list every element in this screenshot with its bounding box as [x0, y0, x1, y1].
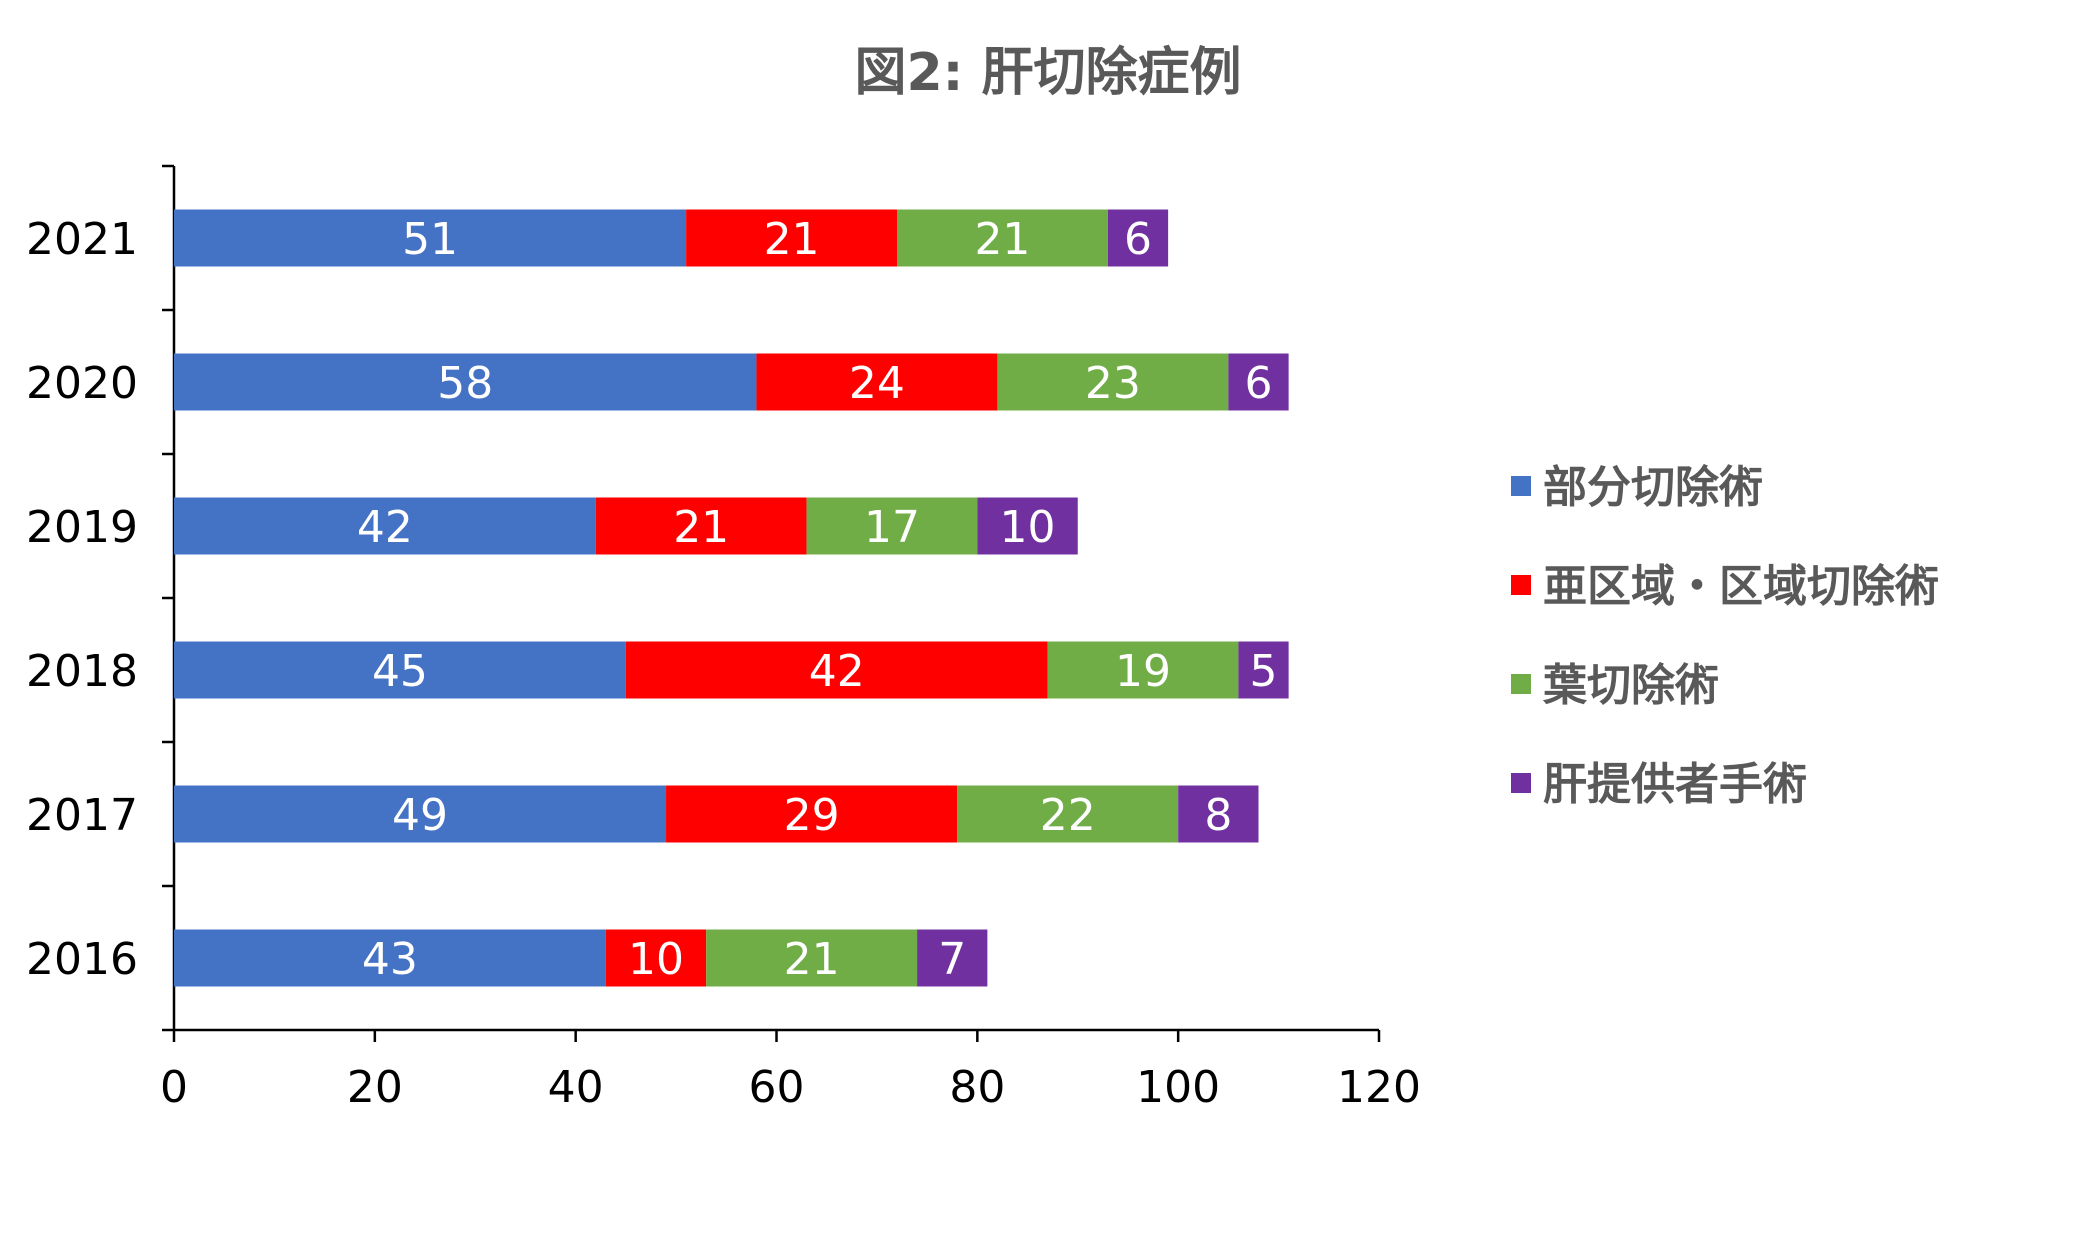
data-label: 29 [784, 790, 840, 841]
bars: 43 10 21 7 49 29 22 8 45 42 19 5 42 21 17 10 58 24 23 6 51 21… [174, 209, 1289, 987]
data-label: 21 [673, 502, 729, 553]
bar-segment [957, 785, 1179, 843]
bar-segment [806, 497, 978, 555]
data-label: 7 [938, 934, 966, 985]
data-label: 49 [392, 790, 448, 841]
bar-segment [605, 929, 707, 987]
bar-segment [174, 353, 757, 411]
legend-label: 亜区域・区域切除術 [1543, 561, 1939, 612]
bar-segment [977, 497, 1078, 555]
y-tick-label: 2020 [26, 358, 138, 409]
data-label: 43 [362, 934, 418, 985]
legend-swatch [1511, 773, 1531, 793]
data-label: 45 [372, 646, 428, 697]
bar-segment [1047, 641, 1239, 699]
x-tick-label: 100 [1136, 1062, 1220, 1113]
data-label: 10 [628, 934, 684, 985]
data-label: 10 [1000, 502, 1056, 553]
bar-segment [1238, 641, 1289, 699]
data-label: 58 [437, 358, 493, 409]
x-tick-label: 20 [347, 1062, 403, 1113]
x-tick-label: 80 [949, 1062, 1005, 1113]
legend-label: 部分切除術 [1543, 462, 1763, 513]
y-tick-label: 2021 [26, 214, 138, 265]
legend-swatch [1511, 476, 1531, 496]
bar-segment [595, 497, 807, 555]
bar-segment [174, 785, 667, 843]
data-label: 21 [974, 214, 1030, 265]
bar-segment [174, 497, 596, 555]
data-label: 21 [764, 214, 820, 265]
y-tick-label: 2018 [26, 646, 138, 697]
y-tick-label: 2017 [26, 790, 138, 841]
bar-segment [706, 929, 918, 987]
x-tick-label: 0 [160, 1062, 188, 1113]
data-label: 19 [1115, 646, 1171, 697]
bar-segment [625, 641, 1048, 699]
bar-segment [917, 929, 988, 987]
data-label: 51 [402, 214, 458, 265]
y-tick-label: 2019 [26, 502, 138, 553]
bar-segment [174, 641, 626, 699]
bar-segment [666, 785, 958, 843]
data-label: 42 [809, 646, 865, 697]
x-tick-label: 60 [749, 1062, 805, 1113]
bar-segment [756, 353, 998, 411]
data-label: 17 [864, 502, 920, 553]
bar-segment [897, 209, 1108, 267]
bar-segment [686, 209, 897, 267]
data-label: 6 [1245, 358, 1273, 409]
legend-label: 肝提供者手術 [1543, 759, 1807, 810]
bar-segment [997, 353, 1229, 411]
bar-segment [1228, 353, 1289, 411]
data-label: 5 [1250, 646, 1278, 697]
data-label: 6 [1124, 214, 1152, 265]
bar-segment [174, 929, 606, 987]
x-tick-label: 40 [548, 1062, 604, 1113]
legend-label: 葉切除術 [1542, 660, 1719, 711]
data-label: 8 [1204, 790, 1232, 841]
data-label: 22 [1040, 790, 1096, 841]
bar-segment [1178, 785, 1259, 843]
data-label: 24 [849, 358, 905, 409]
bar-segment [1107, 209, 1169, 267]
axes: 2016 2017 2018 2019 2020 2021 0 20 40 60 80 100 120 [26, 164, 1421, 1113]
data-label: 42 [357, 502, 413, 553]
data-label: 23 [1085, 358, 1141, 409]
y-tick-label: 2016 [26, 934, 138, 985]
legend-swatch [1511, 575, 1531, 595]
bar-segment [174, 209, 687, 267]
legend-swatch [1511, 674, 1531, 694]
data-label: 21 [784, 934, 840, 985]
chart-title: 図2: 肝切除症例 [854, 43, 1241, 103]
x-tick-label: 120 [1337, 1062, 1421, 1113]
